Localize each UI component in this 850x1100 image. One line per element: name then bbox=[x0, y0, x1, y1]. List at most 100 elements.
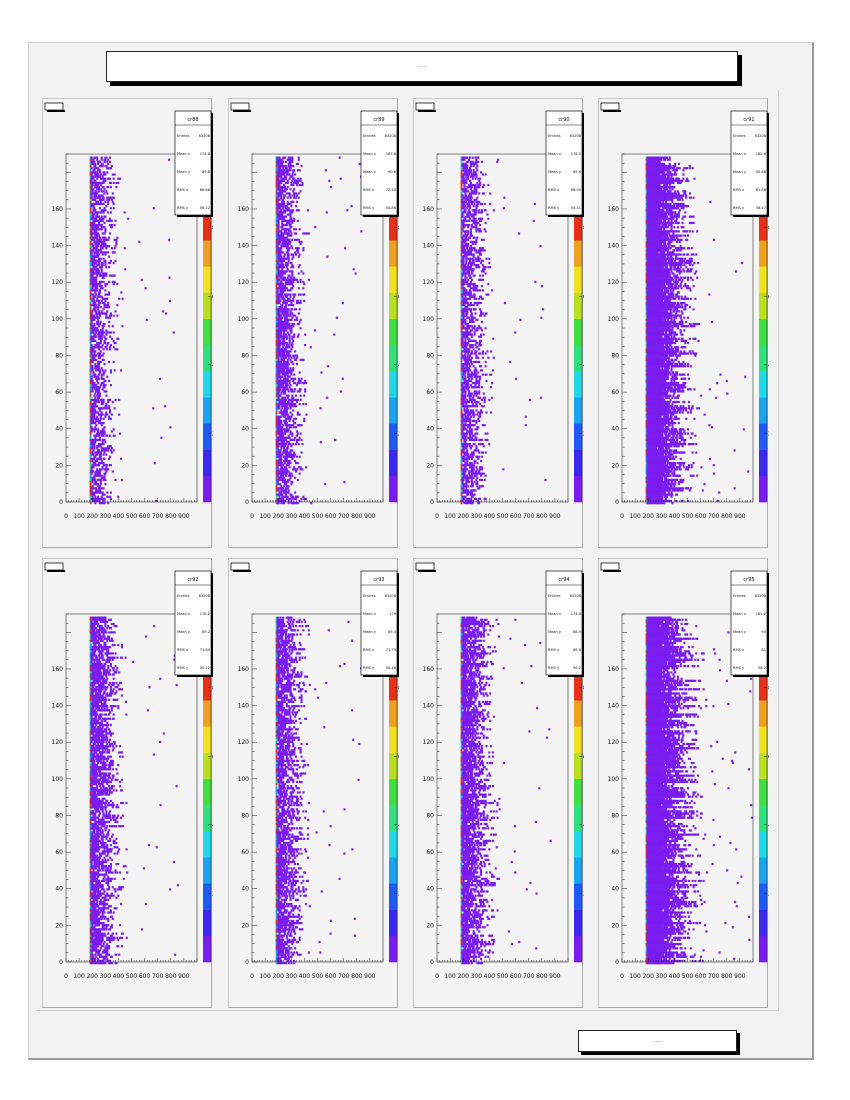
cell bbox=[288, 234, 291, 237]
cell bbox=[288, 426, 291, 429]
z-tick-label: 800 bbox=[212, 226, 213, 232]
cell bbox=[288, 379, 291, 383]
cell bbox=[460, 470, 463, 473]
cell bbox=[291, 287, 294, 290]
cell bbox=[291, 221, 294, 225]
cell bbox=[94, 396, 97, 399]
cell bbox=[165, 312, 168, 315]
cell bbox=[114, 245, 117, 248]
cell bbox=[464, 495, 467, 498]
cell bbox=[464, 440, 467, 444]
cell bbox=[468, 497, 471, 500]
cell bbox=[294, 232, 298, 235]
cell bbox=[285, 293, 288, 296]
cell bbox=[302, 280, 305, 284]
cell bbox=[463, 253, 466, 256]
cell bbox=[463, 483, 466, 486]
cell bbox=[339, 390, 342, 393]
cell bbox=[145, 318, 148, 321]
cell bbox=[460, 335, 463, 338]
cell bbox=[287, 356, 290, 359]
cell bbox=[97, 325, 101, 328]
cell bbox=[90, 249, 93, 252]
cell bbox=[89, 198, 92, 201]
cell bbox=[291, 337, 294, 340]
cell bbox=[277, 365, 280, 368]
cell bbox=[282, 434, 285, 437]
cell bbox=[279, 253, 282, 256]
cell bbox=[276, 497, 279, 500]
cell bbox=[460, 407, 463, 410]
cell bbox=[461, 337, 464, 340]
cell bbox=[275, 375, 278, 378]
cell bbox=[89, 320, 92, 324]
cell bbox=[89, 253, 92, 256]
cell bbox=[294, 495, 298, 498]
cell bbox=[302, 247, 305, 250]
y-tick-label: 140 bbox=[52, 243, 64, 250]
cell bbox=[89, 346, 92, 349]
cell bbox=[91, 369, 94, 372]
cell bbox=[295, 194, 298, 197]
cell bbox=[106, 310, 109, 313]
cell bbox=[483, 398, 486, 401]
cell bbox=[460, 247, 463, 250]
cell bbox=[93, 213, 96, 216]
cell bbox=[89, 394, 92, 397]
cell bbox=[289, 388, 292, 391]
cell bbox=[291, 344, 294, 347]
cell bbox=[117, 495, 120, 498]
cell bbox=[89, 365, 92, 368]
cell bbox=[95, 190, 98, 193]
cell bbox=[100, 268, 103, 271]
cell bbox=[461, 375, 464, 378]
cell bbox=[293, 169, 296, 172]
cell bbox=[460, 388, 463, 391]
cell bbox=[299, 177, 302, 180]
cell bbox=[286, 388, 289, 391]
cell bbox=[101, 432, 104, 435]
cell bbox=[464, 278, 467, 281]
cell bbox=[467, 373, 470, 376]
cell bbox=[462, 346, 465, 349]
cell bbox=[278, 181, 281, 185]
cell bbox=[97, 428, 100, 431]
cell bbox=[93, 447, 96, 450]
cell bbox=[93, 304, 96, 307]
cell bbox=[279, 403, 282, 406]
cell bbox=[298, 371, 301, 374]
cell bbox=[90, 457, 93, 460]
cell bbox=[118, 413, 121, 416]
cell bbox=[101, 491, 104, 494]
cell bbox=[89, 295, 92, 298]
cell bbox=[103, 238, 106, 241]
cell bbox=[105, 205, 108, 208]
cell bbox=[283, 421, 287, 425]
cell bbox=[89, 331, 92, 334]
cell bbox=[275, 310, 278, 313]
cell bbox=[277, 207, 280, 210]
cell bbox=[89, 276, 92, 279]
cell bbox=[108, 335, 112, 338]
cell bbox=[460, 478, 463, 482]
cell bbox=[92, 337, 95, 340]
cell bbox=[287, 352, 290, 355]
cell bbox=[479, 253, 483, 256]
cell bbox=[283, 358, 286, 361]
cell bbox=[462, 335, 465, 338]
cell bbox=[462, 449, 465, 452]
cell bbox=[468, 386, 471, 389]
stats-value: 66.68 bbox=[200, 188, 211, 192]
cell bbox=[296, 162, 299, 166]
cell bbox=[460, 312, 463, 315]
cell bbox=[275, 253, 278, 256]
cell bbox=[468, 499, 471, 503]
cell bbox=[469, 301, 472, 305]
cell bbox=[302, 249, 305, 252]
cell bbox=[470, 476, 473, 479]
cell bbox=[466, 356, 469, 359]
cell bbox=[103, 221, 106, 225]
cell bbox=[110, 223, 113, 227]
cell bbox=[93, 169, 96, 172]
cell bbox=[290, 304, 293, 307]
